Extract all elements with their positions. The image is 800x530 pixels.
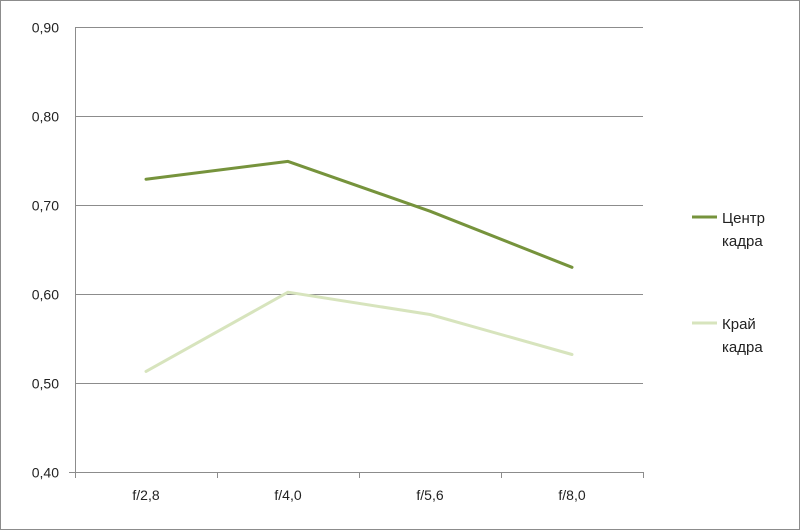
legend: Центр кадра Край кадра	[692, 210, 765, 356]
legend-label-1: Центр	[722, 210, 765, 227]
legend-label-2: кадра	[722, 339, 763, 356]
series-line-2	[144, 290, 574, 373]
y-tick-label: 0,40	[32, 465, 59, 481]
x-tick-label: f/8,0	[558, 487, 585, 503]
axes: 0,40 0,50 0,60 0,70 0,80 0,90 f/2,8 f/4,0 f/5,6 f…	[32, 20, 644, 503]
y-tick-label: 0,50	[32, 376, 59, 392]
x-tick-label: f/4,0	[274, 487, 301, 503]
y-tick-label: 0,60	[32, 287, 59, 303]
legend-label-2: Край	[722, 316, 756, 333]
y-tick-label: 0,80	[32, 109, 59, 125]
y-tick-label: 0,70	[32, 198, 59, 214]
series-line-1	[144, 159, 574, 269]
legend-label-1: кадра	[722, 233, 763, 250]
y-tick-label: 0,90	[32, 20, 59, 36]
grid-lines	[75, 27, 643, 384]
x-tick-label: f/2,8	[132, 487, 159, 503]
series-lines	[144, 159, 574, 373]
x-tick-label: f/5,6	[416, 487, 443, 503]
